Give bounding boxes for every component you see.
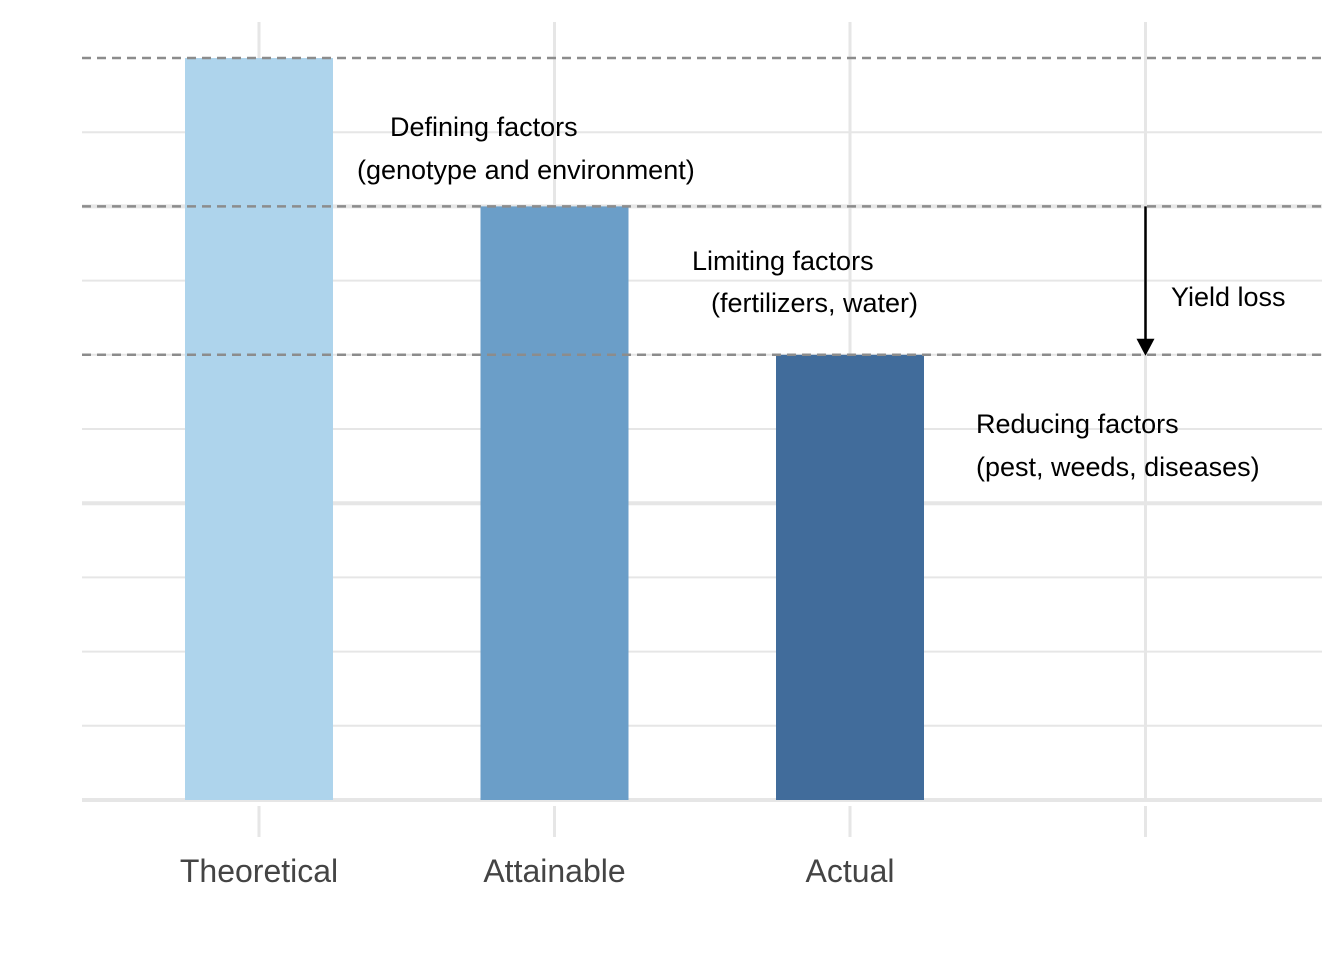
bar-layer [185, 58, 924, 800]
yield-loss-label: Yield loss [1171, 282, 1286, 312]
bar-attainable [480, 206, 629, 800]
yield-loss-arrow [1136, 206, 1155, 356]
x-tick-label: Actual [806, 853, 895, 889]
x-tick-label: Attainable [483, 853, 625, 889]
bar-actual [776, 354, 924, 800]
annotation-defining-line1: Defining factors [390, 112, 578, 142]
arrow-head [1136, 338, 1155, 356]
x-tick-label: Theoretical [180, 853, 338, 889]
annotation-limiting-line1: Limiting factors [692, 246, 874, 276]
bar-theoretical [185, 58, 333, 800]
annotation-limiting-line2: (fertilizers, water) [711, 288, 918, 318]
reference-lines [82, 56, 1322, 357]
annotation-defining-line2: (genotype and environment) [357, 155, 695, 185]
annotation-reducing-line1: Reducing factors [976, 409, 1179, 439]
annotation-reducing-line2: (pest, weeds, diseases) [976, 452, 1260, 482]
x-axis-ticks: Theoretical Attainable Actual [180, 806, 1147, 889]
